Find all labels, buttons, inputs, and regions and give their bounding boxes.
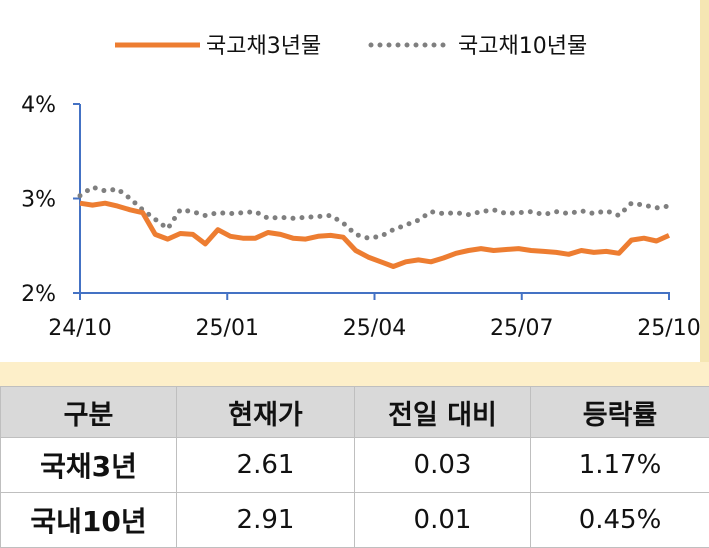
change-cell: 0.01	[355, 493, 531, 548]
header-change-rate: 등락률	[531, 387, 709, 438]
series-line-3yr	[80, 203, 669, 266]
change-rate-cell: 1.17%	[531, 438, 709, 493]
x-tick-label: 25/01	[196, 316, 259, 341]
change-cell: 0.03	[355, 438, 531, 493]
y-tick-label: 4%	[21, 93, 56, 118]
legend-label-3yr: 국고채3년물	[206, 34, 321, 59]
series-line-10yr	[80, 187, 669, 238]
current-price-cell: 2.61	[177, 438, 355, 493]
x-tick-label: 25/07	[490, 316, 553, 341]
legend-label-10yr: 국고채10년물	[458, 34, 587, 59]
table-row: 국채3년 2.61 0.03 1.17%	[1, 438, 709, 493]
row-label: 국채3년	[1, 438, 177, 493]
bond-quote-table: 구분 현재가 전일 대비 등락률 국채3년 2.61 0.03 1.17% 국내…	[0, 386, 709, 548]
table-row: 국내10년 2.91 0.01 0.45%	[1, 493, 709, 548]
x-tick-label: 25/04	[343, 316, 406, 341]
x-tick-label: 24/10	[48, 316, 111, 341]
y-tick-label: 2%	[21, 282, 56, 307]
bond-yield-line-chart: 2% 3% 4% 24/10 25/01 25/04 25/07 25/10 국고채3년물 국고채…	[0, 0, 700, 362]
current-price-cell: 2.91	[177, 493, 355, 548]
chart-panel: 2% 3% 4% 24/10 25/01 25/04 25/07 25/10 국고채3년물 국고채…	[0, 0, 700, 362]
change-rate-cell: 0.45%	[531, 493, 709, 548]
header-current-price: 현재가	[177, 387, 355, 438]
header-category: 구분	[1, 387, 177, 438]
x-tick-label: 25/10	[637, 316, 700, 341]
table-header-row: 구분 현재가 전일 대비 등락률	[1, 387, 709, 438]
divider-strip	[0, 362, 709, 386]
row-label: 국내10년	[1, 493, 177, 548]
header-change: 전일 대비	[355, 387, 531, 438]
y-tick-label: 3%	[21, 188, 56, 213]
